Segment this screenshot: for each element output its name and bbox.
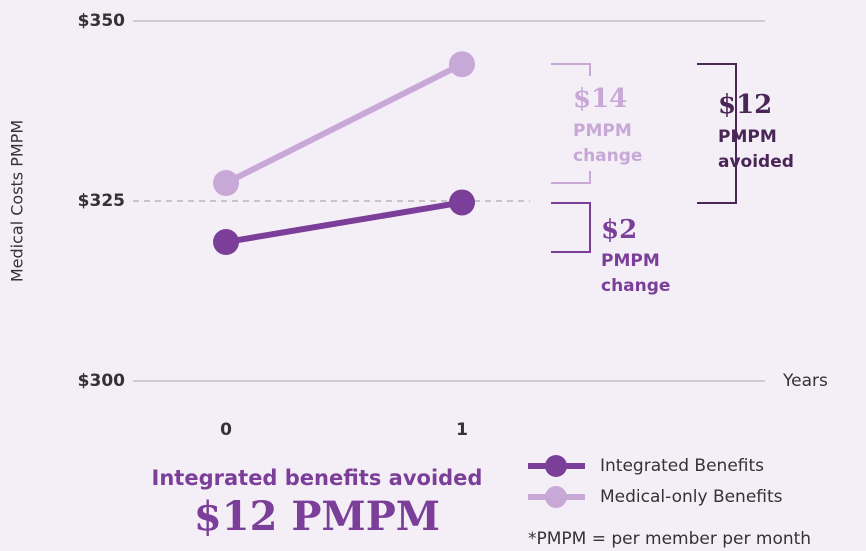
bracket bbox=[551, 202, 591, 253]
y-axis-label: Medical Costs PMPM bbox=[8, 120, 27, 282]
data-point bbox=[449, 51, 475, 78]
bracket bbox=[697, 63, 737, 204]
series-line bbox=[225, 199, 463, 245]
legend-marker bbox=[545, 455, 567, 477]
annotation-text: avoided bbox=[718, 152, 794, 172]
annotation-text: change bbox=[601, 276, 670, 296]
summary-amount: $12 PMPM bbox=[194, 493, 440, 540]
footnote: *PMPM = per member per month bbox=[528, 529, 811, 549]
annotation-text: change bbox=[573, 146, 642, 166]
legend-label: Integrated Benefits bbox=[600, 456, 764, 476]
y-tick-label: $300 bbox=[78, 371, 125, 391]
series-line bbox=[224, 61, 464, 186]
x-axis-label: Years bbox=[782, 371, 828, 391]
annotation-text: PMPM bbox=[601, 251, 660, 271]
annotation-amount: $14 bbox=[573, 84, 627, 114]
legend-label: Medical-only Benefits bbox=[600, 487, 783, 507]
data-point bbox=[213, 170, 239, 196]
data-point bbox=[449, 189, 475, 216]
y-tick-label: $350 bbox=[78, 11, 125, 31]
annotation-amount: $2 bbox=[601, 215, 637, 245]
annotation-text: PMPM bbox=[718, 127, 777, 147]
y-tick-label: $325 bbox=[78, 191, 125, 211]
annotation-text: PMPM bbox=[573, 121, 632, 141]
data-point bbox=[213, 229, 239, 256]
x-tick-label: 0 bbox=[220, 420, 232, 440]
legend-marker bbox=[545, 486, 567, 508]
x-tick-label: 1 bbox=[456, 420, 468, 440]
summary-text: Integrated benefits avoided bbox=[152, 466, 483, 490]
annotation-amount: $12 bbox=[718, 90, 772, 120]
bracket bbox=[551, 63, 591, 184]
